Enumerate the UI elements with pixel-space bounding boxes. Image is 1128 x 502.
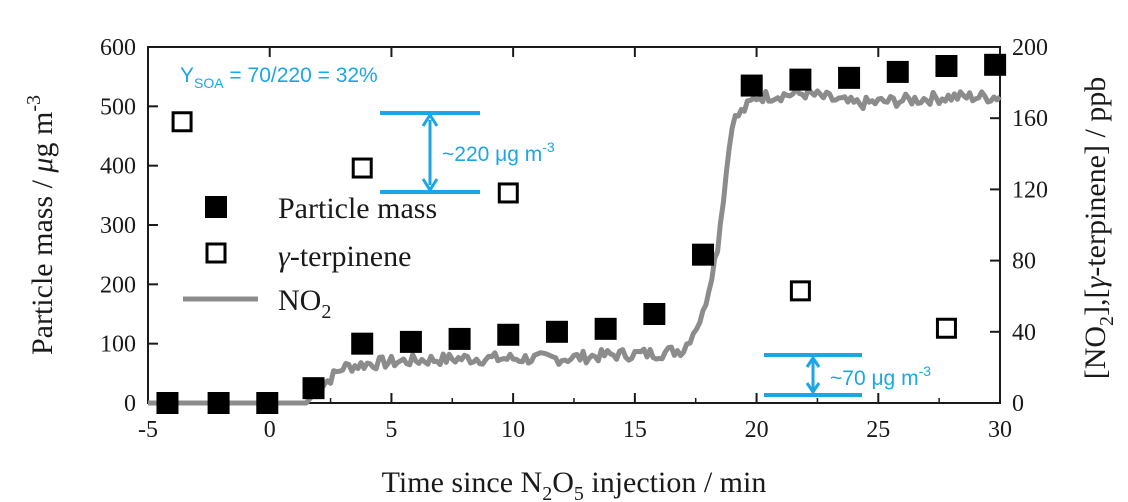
annotation-big-arrow-head-down — [421, 178, 439, 193]
y-right-tick-label: 80 — [1012, 249, 1036, 275]
x-tick-label: 10 — [501, 417, 525, 443]
y-left-tick-label: 600 — [100, 35, 136, 61]
particle-mass-point — [545, 320, 568, 343]
particle-mass-point — [789, 68, 812, 91]
x-tick-label: 30 — [988, 417, 1012, 443]
particle-mass-point — [302, 377, 325, 400]
particle-mass-point — [935, 54, 958, 77]
particle-mass-point — [643, 303, 666, 325]
particle-mass-point — [594, 317, 617, 340]
x-tick-label: -5 — [138, 417, 158, 443]
y-right-tick-label: 120 — [1012, 177, 1048, 203]
legend: Particle mass γ-terpinene NO2 — [183, 192, 437, 323]
annotation-big-arrow-head-up — [421, 112, 439, 127]
x-tick-label: 25 — [866, 417, 890, 443]
y-right-tick-labels: 0 40 80 120 160 200 — [1012, 35, 1048, 417]
particle-mass-point — [256, 392, 279, 414]
legend-label-terpinene: γ-terpinene — [278, 240, 411, 273]
terpinene-point — [935, 317, 957, 339]
annotations: YSOA = 70/220 = 32% ~220 μg m-3 ~70 μg m… — [180, 64, 931, 397]
annotation-small-arrow-head-up — [805, 355, 821, 368]
particle-mass-point — [838, 66, 861, 89]
legend-label-particle-mass: Particle mass — [278, 192, 437, 225]
terpinene-points — [171, 111, 957, 339]
tick-group — [147, 46, 1001, 404]
particle-mass-point — [497, 323, 520, 346]
y-right-tick-label: 0 — [1012, 391, 1024, 417]
annotation-yield: YSOA = 70/220 = 32% — [180, 64, 378, 91]
x-tick-label: 20 — [745, 417, 769, 443]
y-right-tick-label: 200 — [1012, 35, 1048, 61]
particle-mass-point — [692, 243, 715, 266]
terpinene-point — [171, 111, 193, 133]
particle-mass-point — [399, 330, 422, 353]
x-tick-labels: -5 0 5 10 15 20 25 30 — [138, 417, 1012, 443]
y-right-tick-label: 160 — [1012, 106, 1048, 132]
y-right-tick-label: 40 — [1012, 320, 1036, 346]
y-left-tick-label: 100 — [100, 332, 136, 358]
x-tick-label: 5 — [385, 417, 397, 443]
particle-mass-point — [156, 392, 179, 414]
annotation-small-arrow-head-down — [805, 382, 821, 395]
y-left-tick-labels: 0 100 200 300 400 500 600 — [100, 35, 136, 417]
y-left-tick-label: 500 — [100, 94, 136, 120]
x-tick-label: 0 — [264, 417, 276, 443]
terpinene-point — [497, 182, 519, 204]
particle-mass-points — [156, 53, 1007, 414]
particle-mass-point — [886, 60, 909, 83]
legend-marker-terpinene — [205, 242, 227, 264]
x-axis-label: Time since N2O5 injection / min — [382, 466, 767, 502]
y-left-tick-label: 300 — [100, 213, 136, 239]
terpinene-point — [789, 280, 811, 302]
terpinene-point — [351, 157, 373, 179]
legend-label-no2: NO2 — [278, 284, 331, 323]
particle-mass-point — [207, 392, 230, 414]
series-line-no2 — [148, 86, 1002, 406]
y-left-tick-label: 200 — [100, 272, 136, 298]
annotation-big-label: ~220 μg m-3 — [442, 139, 555, 166]
x-tick-label: 15 — [623, 417, 647, 443]
y-left-tick-label: 0 — [124, 391, 136, 417]
y-axis-left-label: Particle mass / μg m-3 — [23, 95, 59, 355]
particle-mass-point — [740, 74, 763, 97]
y-left-tick-label: 400 — [100, 154, 136, 180]
particle-mass-point — [448, 327, 471, 350]
particle-mass-point — [984, 53, 1007, 76]
particle-mass-point — [351, 332, 374, 355]
y-axis-right-label: [NO2],[γ-terpinene] / ppb — [1079, 77, 1118, 380]
annotation-small-label: ~70 μg m-3 — [830, 363, 931, 390]
legend-marker-particle-mass — [205, 196, 227, 218]
